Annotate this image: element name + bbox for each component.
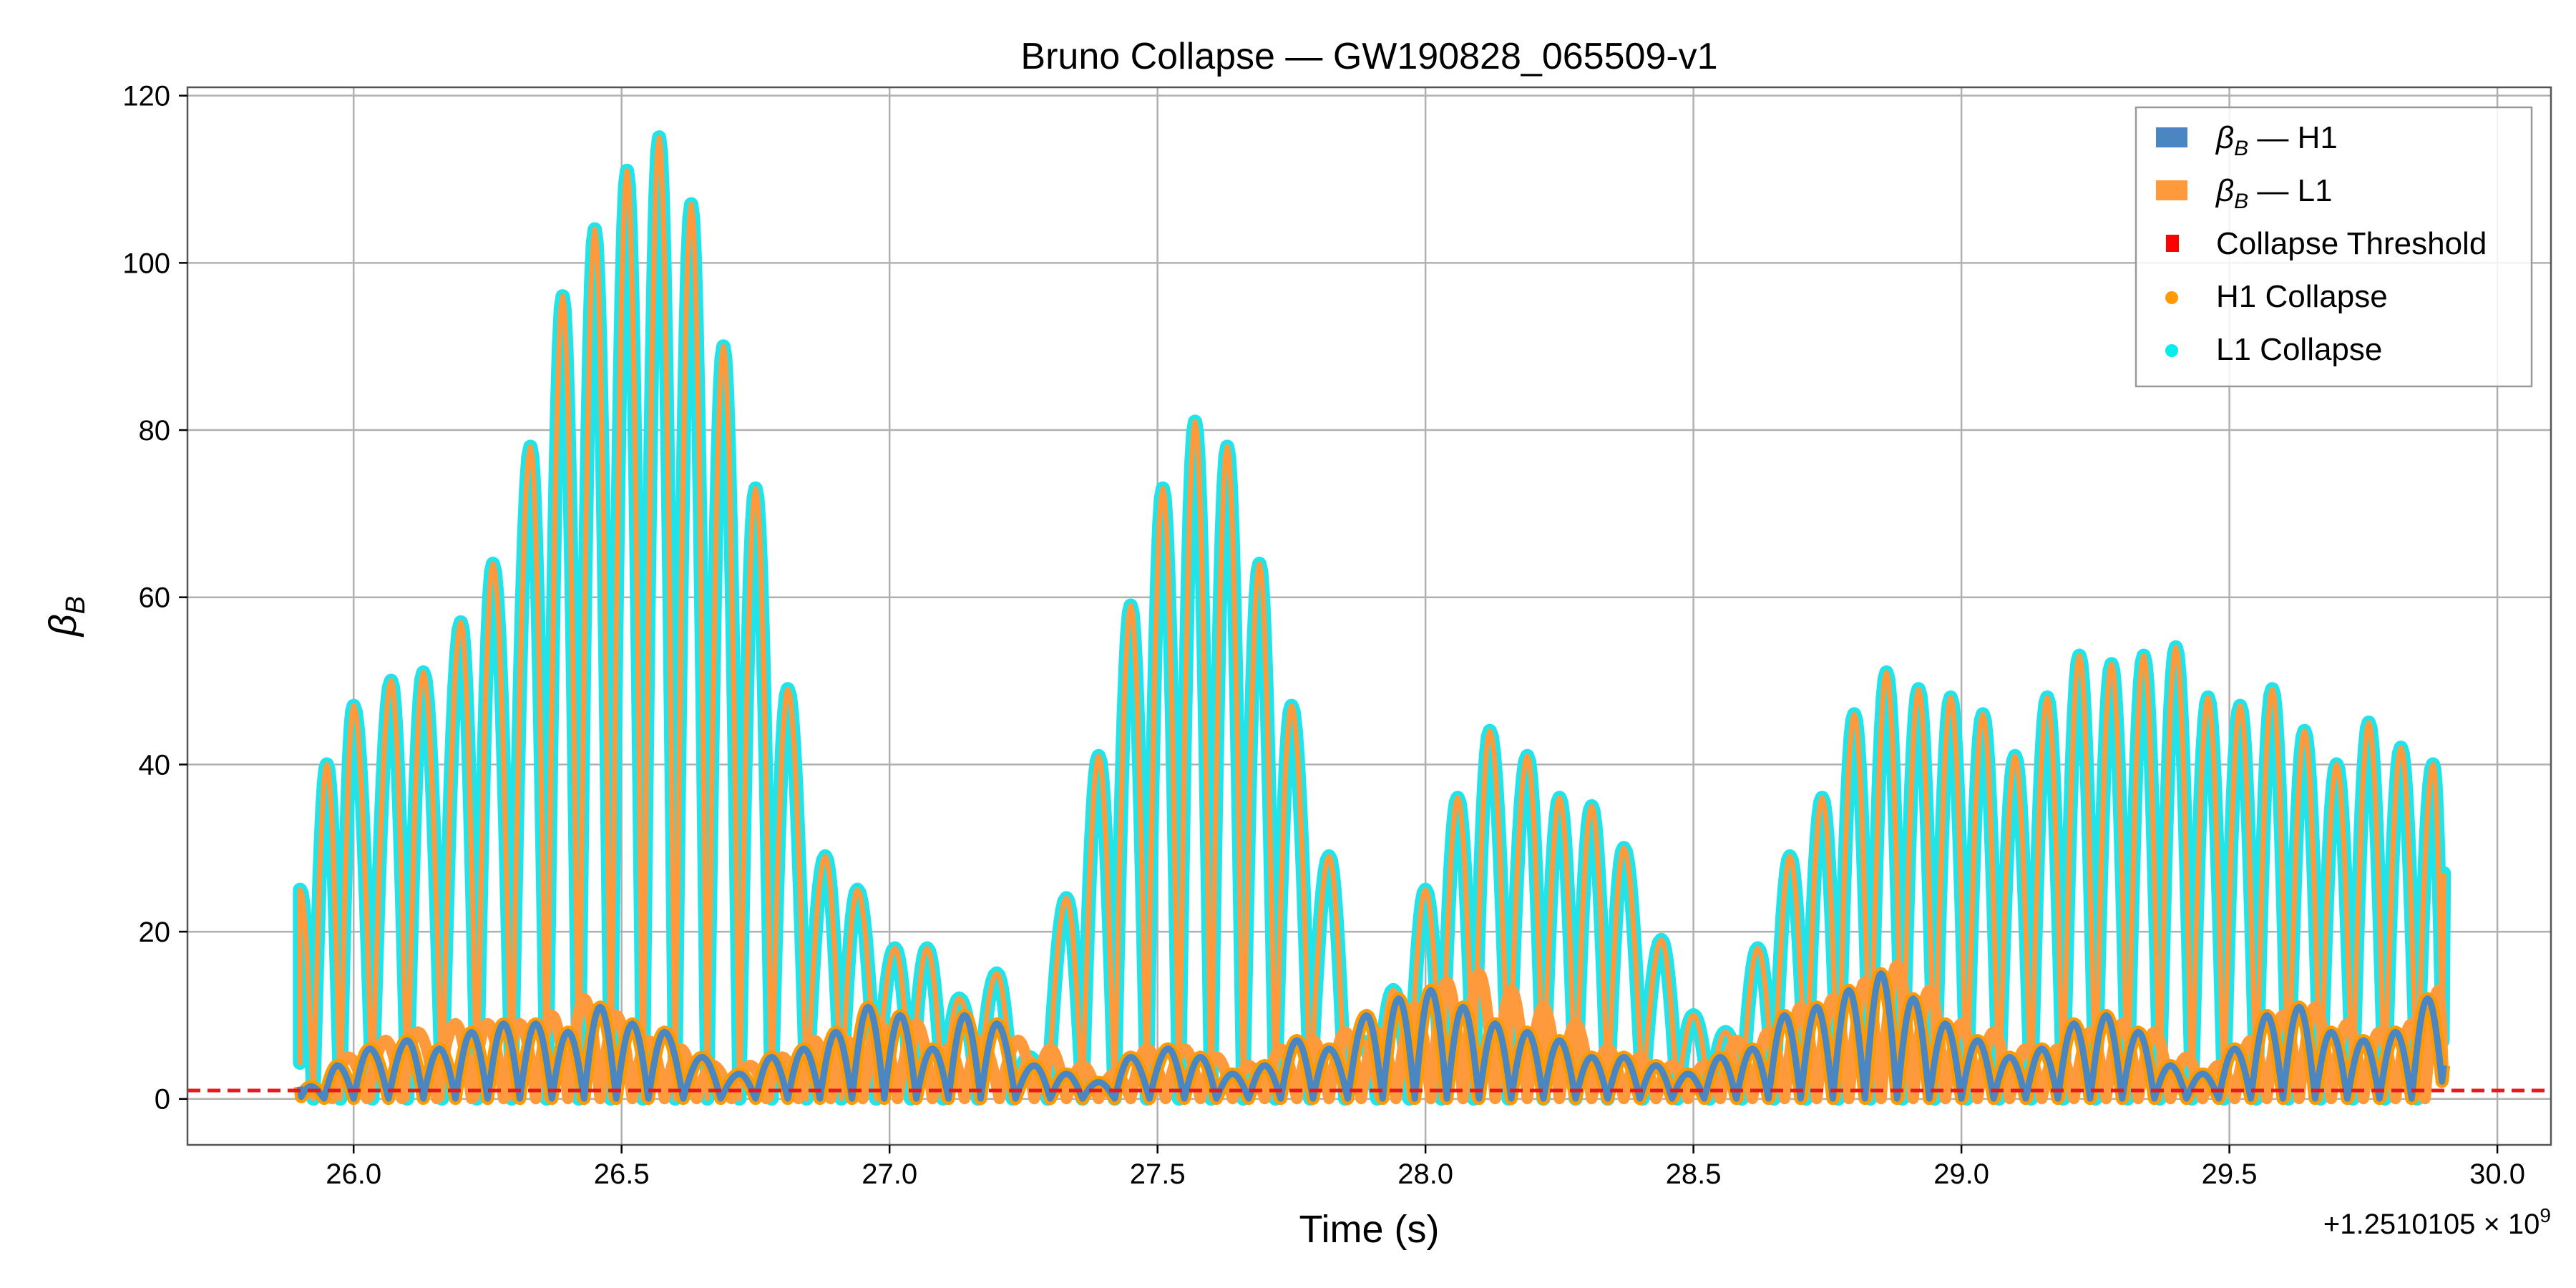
x-tick-label: 26.0 (326, 1158, 381, 1190)
y-tick-label: 100 (122, 248, 170, 279)
x-tick-label: 28.0 (1397, 1158, 1453, 1190)
legend-label-main: β (2215, 173, 2234, 208)
legend-label-sub: B (2234, 137, 2248, 160)
legend-label: βB — H1 (2215, 120, 2338, 160)
x-axis-label: Time (s) (1299, 1208, 1440, 1251)
y-tick-label: 20 (139, 917, 171, 948)
plot-frame (186, 86, 2552, 1146)
y-tick-label: 80 (139, 415, 171, 447)
legend-label: H1 Collapse (2216, 279, 2388, 314)
chart-title: Bruno Collapse — GW190828_065509-v1 (1020, 36, 1717, 77)
series-layer (293, 130, 2451, 1106)
legend-swatch (2166, 235, 2179, 252)
x-axis-offset-exponent: 9 (2540, 1204, 2551, 1226)
legend-swatch (2156, 180, 2187, 200)
legend-label: Collapse Threshold (2216, 226, 2487, 261)
y-axis-label: βB (42, 596, 91, 638)
x-tick-label: 28.5 (1666, 1158, 1722, 1190)
x-tick-label: 29.5 (2202, 1158, 2258, 1190)
legend-label: L1 Collapse (2216, 332, 2382, 367)
legend-swatch (2156, 127, 2187, 147)
legend-item-l1: βB — L1 (2156, 173, 2333, 213)
x-axis-offset-text: +1.2510105 × 10 (2323, 1209, 2540, 1240)
x-axis-ticks: 26.0 26.5 27.0 27.5 28.0 28.5 29.0 29.5 30.0 (326, 1145, 2525, 1190)
y-tick-label: 0 (155, 1084, 170, 1116)
y-axis-label-sub: B (61, 596, 91, 614)
x-tick-label: 27.0 (862, 1158, 917, 1190)
legend-label-main: β (2215, 120, 2234, 155)
legend-item-h1: βB — H1 (2156, 120, 2338, 160)
legend-label: βB — L1 (2215, 173, 2333, 213)
y-axis-label-main: β (42, 614, 84, 638)
l1-beta-small-lobes (294, 959, 2450, 1105)
legend-swatch (2165, 291, 2178, 304)
legend-label-rest: — H1 (2248, 120, 2338, 155)
x-tick-label: 27.5 (1130, 1158, 1186, 1190)
legend-label-rest: — L1 (2248, 173, 2332, 208)
y-tick-label: 40 (139, 749, 171, 781)
x-tick-label: 29.0 (1933, 1158, 1989, 1190)
legend-box (2135, 106, 2533, 388)
x-axis-offset-label: +1.2510105 × 109 (2323, 1204, 2551, 1240)
legend-item-h1c: H1 Collapse (2165, 279, 2388, 314)
legend-item-l1c: L1 Collapse (2165, 332, 2382, 367)
y-tick-label: 120 (122, 81, 170, 112)
x-tick-label: 26.5 (594, 1158, 650, 1190)
x-tick-label: 30.0 (2469, 1158, 2525, 1190)
legend-swatch (2165, 344, 2178, 357)
legend-label-sub: B (2234, 190, 2248, 213)
y-axis-ticks: 0 20 40 60 80 100 120 (122, 81, 187, 1116)
h1-beta-line (296, 970, 2447, 1102)
legend-item-threshold: Collapse Threshold (2166, 226, 2487, 261)
y-tick-label: 60 (139, 582, 171, 614)
